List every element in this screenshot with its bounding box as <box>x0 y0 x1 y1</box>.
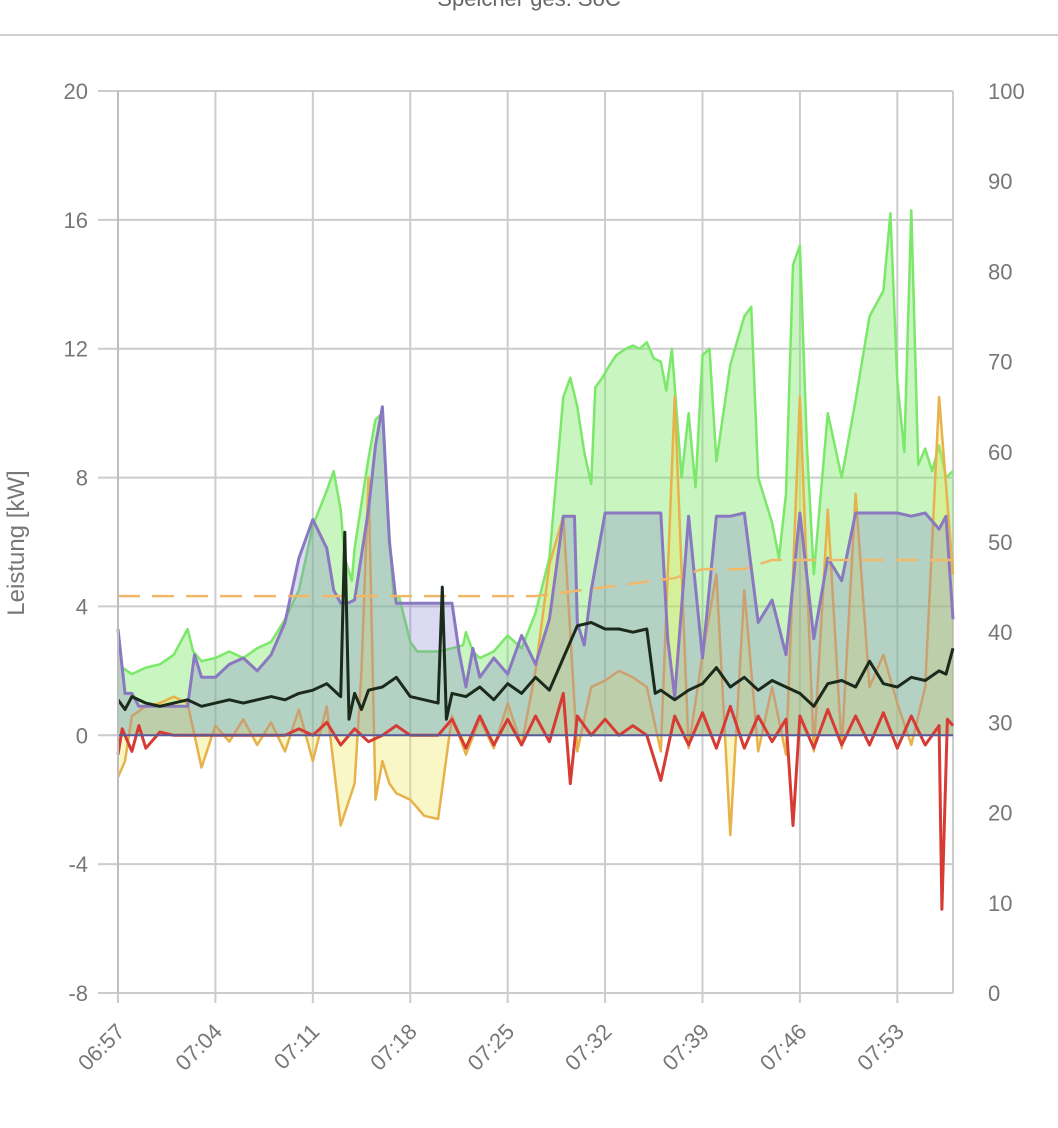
series-line-pv <box>116 208 954 676</box>
y-tick-label: -4 <box>68 852 88 877</box>
x-tick-label: 07:11 <box>269 1019 324 1074</box>
x-tick-label: 07:46 <box>755 1019 812 1076</box>
series-area-load <box>118 406 953 736</box>
y2-tick-label: 90 <box>988 169 1012 194</box>
x-tick-label: 06:57 <box>73 1019 130 1076</box>
y2-tick-label: 40 <box>988 620 1012 645</box>
x-tick-label: 07:32 <box>560 1019 617 1076</box>
y2-tick-label: 20 <box>988 801 1012 826</box>
y2-tick-label: 30 <box>988 710 1012 735</box>
y2-tick-label: 10 <box>988 891 1012 916</box>
y-tick-label: 12 <box>64 337 88 362</box>
y-axis-title: Leistung [kW] <box>3 470 30 615</box>
series-layer <box>116 208 955 911</box>
x-tick-label: 07:39 <box>657 1019 714 1076</box>
x-tick-label: 07:04 <box>170 1019 227 1076</box>
legend-partial-text: Speicher ges. SoC <box>437 0 620 11</box>
y-tick-label: -8 <box>68 981 88 1006</box>
y2-tick-label: 80 <box>988 259 1012 284</box>
y2-tick-label: 100 <box>988 79 1025 104</box>
y-tick-label: 8 <box>76 466 88 491</box>
y-tick-label: 0 <box>76 723 88 748</box>
series-area-grid <box>118 397 953 836</box>
y2-tick-label: 70 <box>988 350 1012 375</box>
y2-tick-label: 50 <box>988 530 1012 555</box>
x-tick-label: 07:25 <box>463 1019 520 1076</box>
x-tick-label: 07:53 <box>852 1019 909 1076</box>
y-tick-label: 4 <box>76 594 88 619</box>
y2-tick-label: 60 <box>988 440 1012 465</box>
grid-layer <box>98 90 954 1003</box>
series-line-soc <box>118 558 953 598</box>
y-tick-label: 16 <box>64 208 88 233</box>
y2-tick-label: 0 <box>988 981 1000 1006</box>
legend-partial: Speicher ges. SoC <box>0 0 1058 12</box>
x-tick-label: 07:18 <box>365 1019 422 1076</box>
series-line-load <box>116 405 955 708</box>
legend-divider <box>0 34 1058 36</box>
y-tick-label: 20 <box>64 79 88 104</box>
series-line-house <box>116 530 955 721</box>
